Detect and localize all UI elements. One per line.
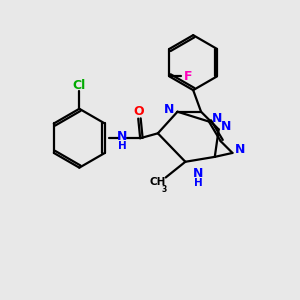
Text: 3: 3: [161, 185, 167, 194]
Text: N: N: [235, 143, 245, 157]
Text: N: N: [164, 103, 174, 116]
Text: N: N: [117, 130, 128, 143]
Text: Cl: Cl: [73, 79, 86, 92]
Text: N: N: [212, 112, 222, 125]
Text: CH: CH: [150, 177, 166, 188]
Text: N: N: [193, 167, 203, 180]
Text: N: N: [221, 120, 232, 133]
Text: F: F: [184, 70, 192, 83]
Text: H: H: [194, 178, 203, 188]
Text: H: H: [118, 141, 127, 151]
Text: O: O: [133, 105, 143, 118]
